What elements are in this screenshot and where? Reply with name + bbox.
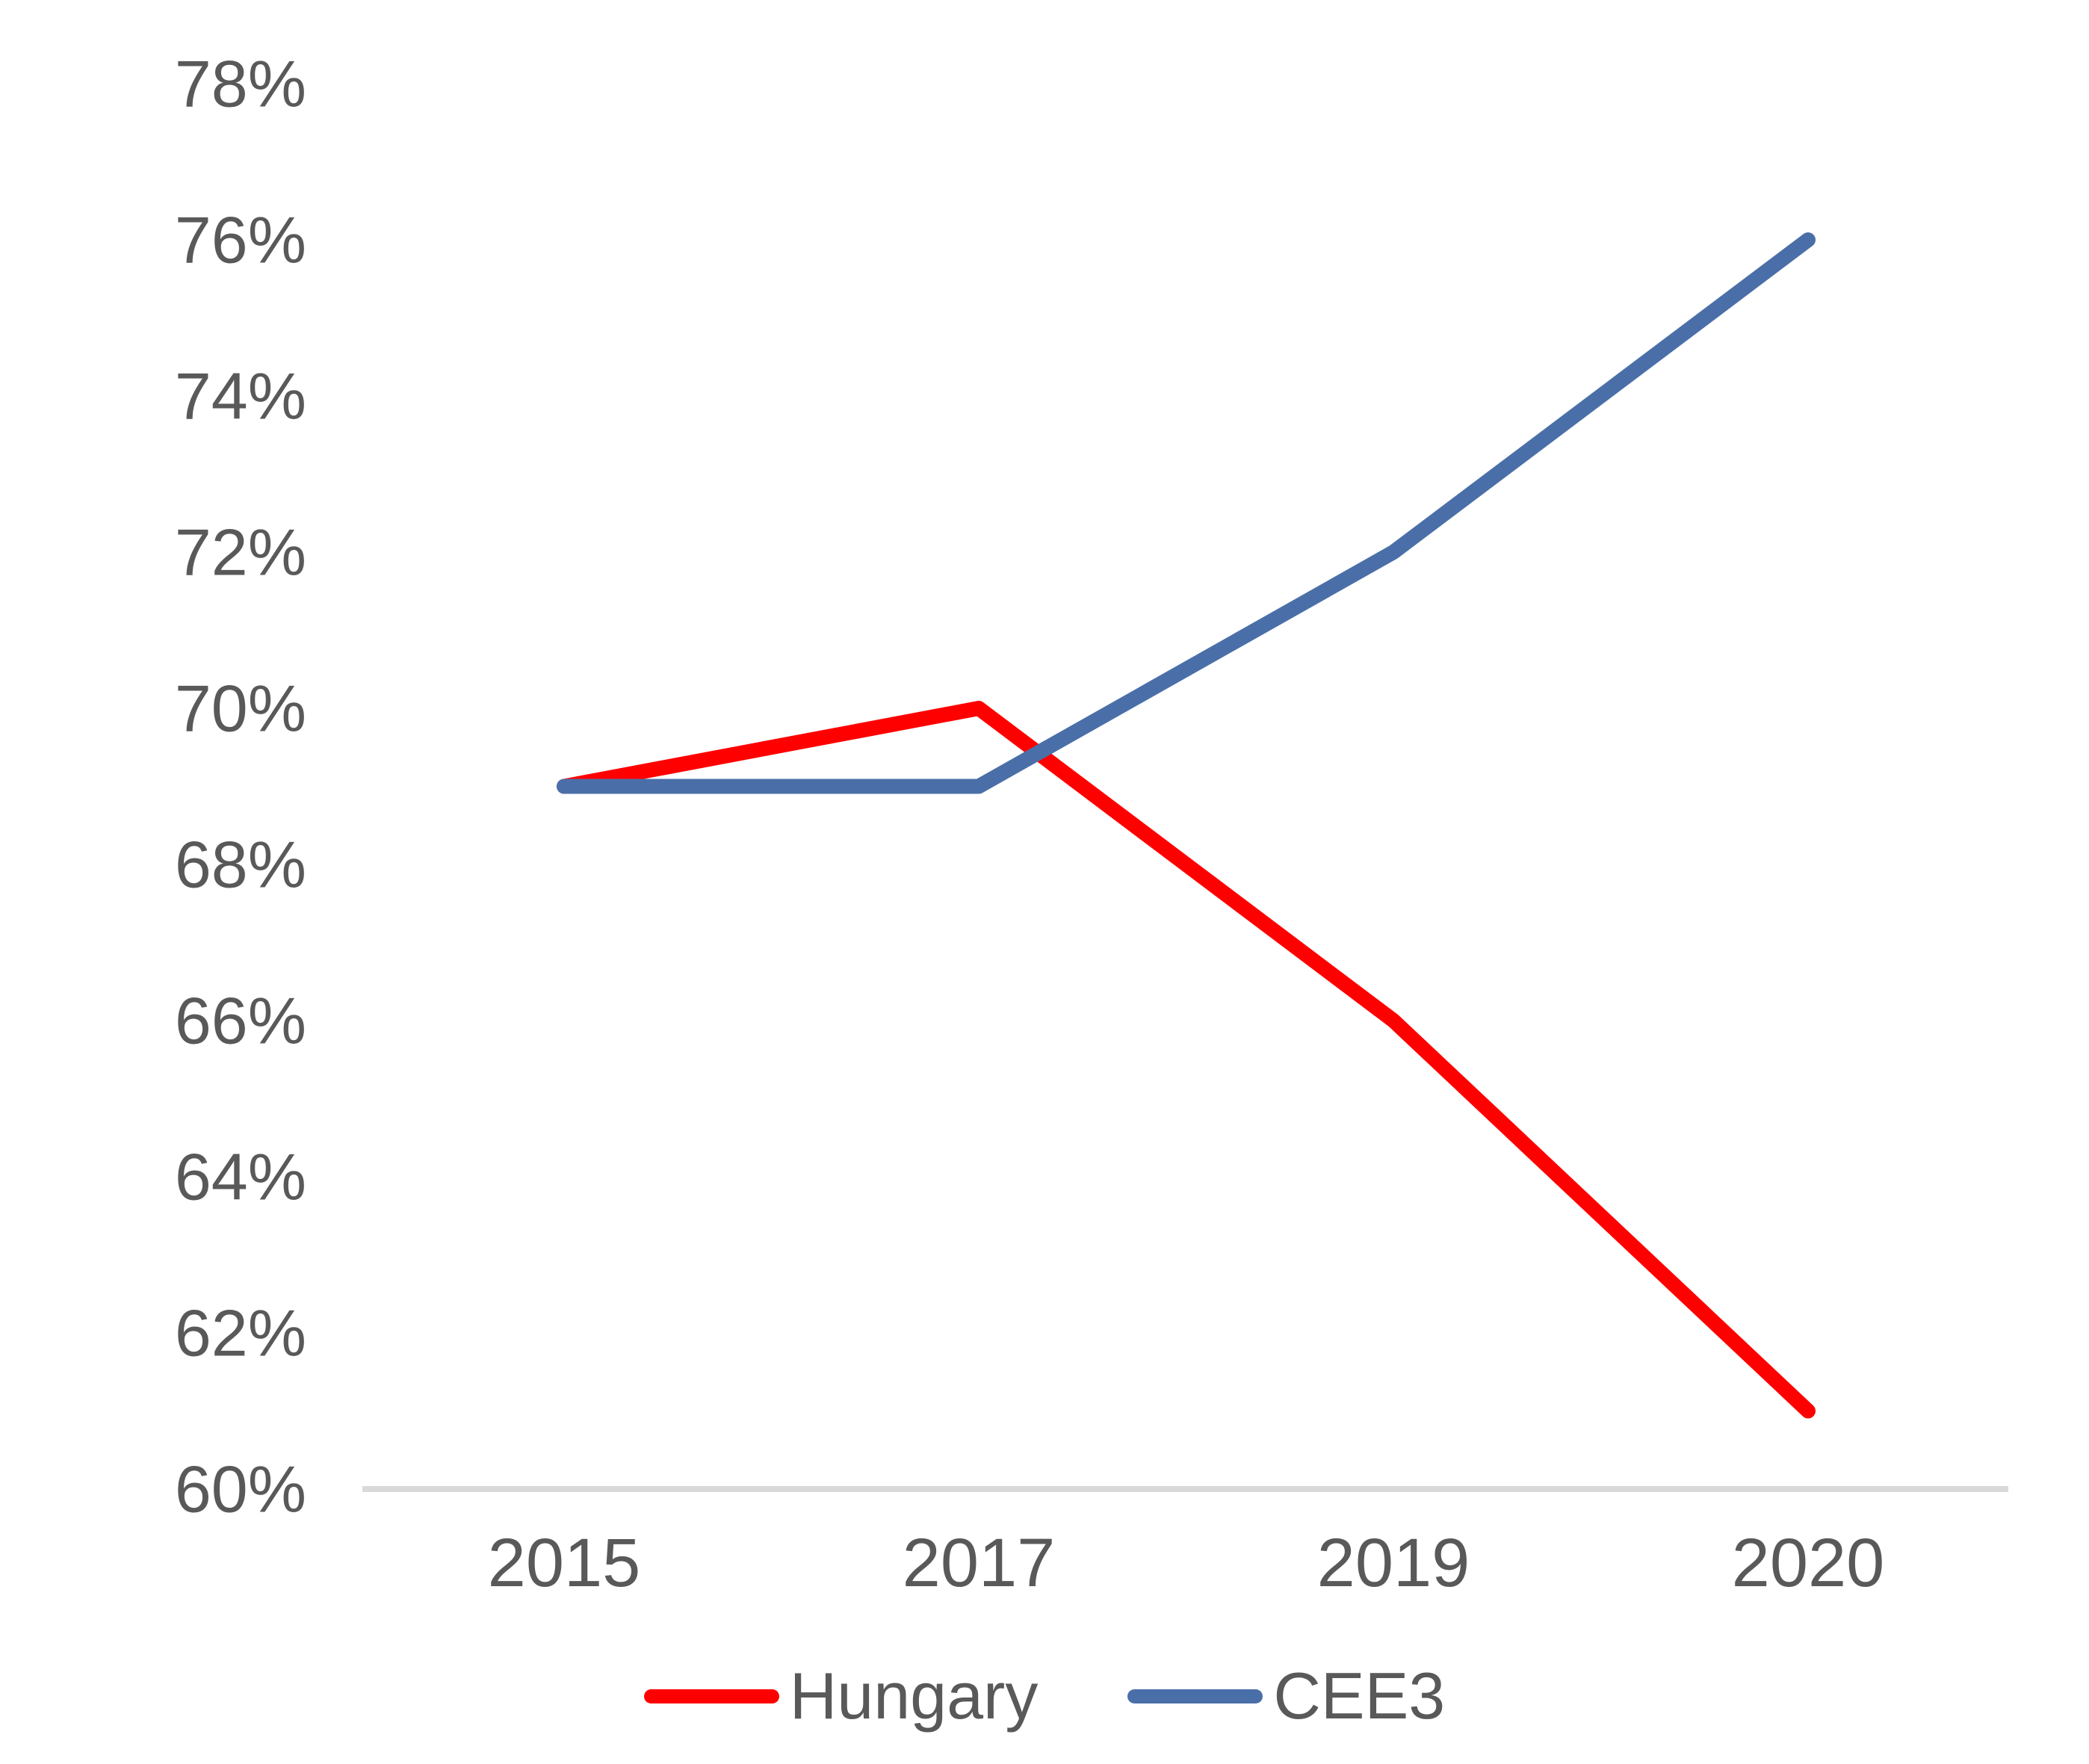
y-axis-tick-label: 68% (175, 828, 306, 902)
series-line-hungary (557, 701, 1816, 1419)
y-axis-tick-label: 70% (175, 672, 306, 746)
y-axis-tick-label: 60% (175, 1452, 306, 1526)
x-axis-tick-label: 2020 (1732, 1525, 1885, 1601)
y-axis-tick-label: 74% (175, 359, 306, 433)
y-axis-tick-label: 64% (175, 1140, 306, 1214)
legend-label-cee3: CEE3 (1273, 1659, 1446, 1733)
legend-swatch-cee3 (1127, 1689, 1263, 1703)
chart-legend: Hungary CEE3 (0, 1663, 2089, 1729)
x-axis-tick-label: 2017 (903, 1525, 1056, 1601)
y-axis-tick-label: 62% (175, 1296, 306, 1370)
y-axis-tick-label: 72% (175, 516, 306, 589)
legend-item-hungary[interactable]: Hungary (643, 1659, 1039, 1733)
legend-item-cee3[interactable]: CEE3 (1127, 1663, 1445, 1729)
y-axis-tick-label: 76% (175, 203, 306, 277)
legend-swatch-hungary (643, 1689, 779, 1703)
x-axis-tick-label: 2015 (488, 1525, 641, 1601)
y-axis-tick-label: 66% (175, 984, 306, 1058)
series-line-cee3 (557, 232, 1816, 794)
legend-label-hungary: Hungary (789, 1659, 1039, 1733)
x-axis-tick-label: 2019 (1317, 1525, 1470, 1601)
y-axis-tick-label: 78% (175, 47, 306, 121)
